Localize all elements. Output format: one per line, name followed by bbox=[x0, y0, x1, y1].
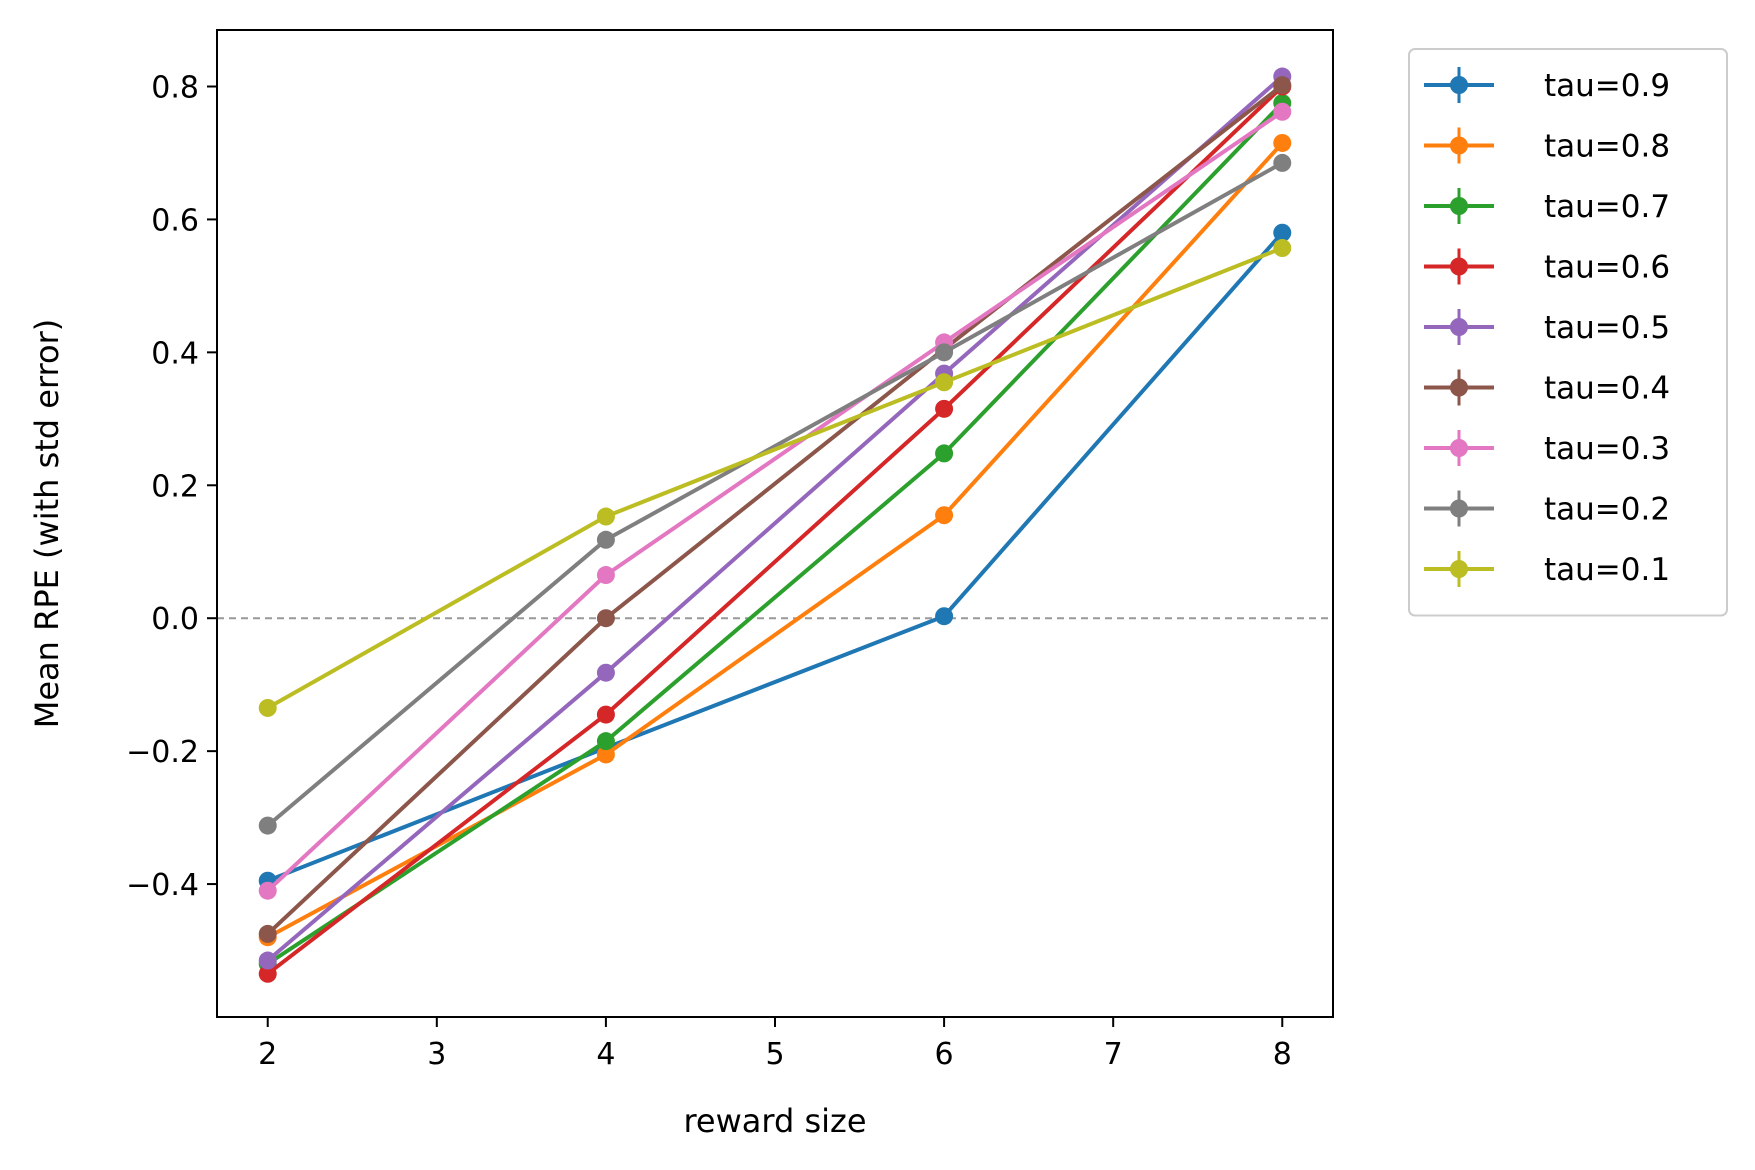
data-point-2-2 bbox=[935, 444, 954, 463]
legend-marker-6 bbox=[1450, 439, 1468, 457]
legend-label-3: tau=0.6 bbox=[1544, 250, 1670, 286]
data-point-1-1 bbox=[596, 745, 615, 764]
legend-box bbox=[1408, 48, 1728, 617]
axes: 2 3 4 5 6 7 8 −0.4 −0.2 0.0 0.2 0.4 0.6 0.8 bbox=[126, 29, 1334, 1072]
data-point-5-0 bbox=[258, 924, 277, 943]
legend-marker-1 bbox=[1450, 136, 1468, 155]
legend-marker-4 bbox=[1450, 318, 1468, 336]
series-line-3 bbox=[266, 85, 1284, 976]
data-point-1-2 bbox=[935, 506, 954, 525]
data-point-8-1 bbox=[596, 507, 615, 526]
legend-marker-0 bbox=[1450, 76, 1468, 94]
legend-label-2: tau=0.7 bbox=[1544, 189, 1670, 225]
x-tick-label-4: 6 bbox=[935, 1037, 954, 1072]
series-line-5 bbox=[266, 83, 1284, 936]
legend-label-7: tau=0.2 bbox=[1544, 492, 1670, 528]
data-point-4-0 bbox=[258, 951, 277, 970]
legend-label-0: tau=0.9 bbox=[1544, 68, 1670, 104]
data-point-5-1 bbox=[596, 609, 615, 628]
series-line-4 bbox=[266, 74, 1284, 963]
y-tick-label-3: 0.2 bbox=[151, 469, 199, 504]
data-point-3-0 bbox=[258, 964, 277, 983]
x-tick-label-3: 5 bbox=[765, 1037, 784, 1072]
data-point-0-2 bbox=[935, 607, 954, 626]
data-point-3-2 bbox=[935, 399, 954, 418]
series-line-6 bbox=[266, 110, 1284, 893]
legend-label-6: tau=0.3 bbox=[1544, 431, 1670, 467]
legend-label-8: tau=0.1 bbox=[1544, 552, 1670, 588]
legend-marker-2 bbox=[1450, 197, 1468, 215]
data-point-8-2 bbox=[935, 373, 954, 392]
y-tick-label-6: 0.8 bbox=[151, 70, 199, 105]
legend-marker-7 bbox=[1450, 499, 1468, 518]
y-tick-label-4: 0.4 bbox=[151, 336, 199, 371]
data-point-0-3 bbox=[1273, 223, 1292, 242]
legend-label-5: tau=0.4 bbox=[1544, 371, 1670, 407]
plot-area bbox=[217, 67, 1333, 983]
series-line-0 bbox=[266, 231, 1284, 883]
x-tick-label-6: 8 bbox=[1273, 1037, 1292, 1072]
data-point-7-0 bbox=[258, 816, 277, 835]
data-point-6-0 bbox=[258, 881, 277, 900]
y-tick-label-0: −0.4 bbox=[126, 868, 199, 903]
data-point-7-2 bbox=[935, 343, 954, 362]
data-point-6-3 bbox=[1273, 102, 1292, 121]
series-line-7 bbox=[266, 161, 1284, 828]
data-point-5-3 bbox=[1273, 76, 1292, 95]
legend: tau=0.9 tau=0.8 tau=0.7 tau=0.6 tau=0.5 tau=0… bbox=[1408, 48, 1728, 617]
data-point-3-1 bbox=[596, 705, 615, 724]
legend-label-1: tau=0.8 bbox=[1544, 129, 1670, 165]
y-tick-label-1: −0.2 bbox=[126, 735, 199, 770]
series-line-2 bbox=[266, 101, 1284, 966]
data-point-6-1 bbox=[596, 566, 615, 585]
legend-marker-5 bbox=[1450, 378, 1468, 397]
y-tick-label-5: 0.6 bbox=[151, 203, 199, 238]
y-tick-label-2: 0.0 bbox=[151, 602, 199, 637]
data-point-7-1 bbox=[596, 530, 615, 549]
x-tick-label-1: 3 bbox=[427, 1037, 446, 1072]
data-point-2-1 bbox=[596, 732, 615, 751]
data-point-4-1 bbox=[596, 663, 615, 682]
legend-label-4: tau=0.5 bbox=[1544, 310, 1670, 346]
series-line-8 bbox=[266, 246, 1284, 710]
data-point-8-3 bbox=[1273, 239, 1292, 258]
x-tick-label-0: 2 bbox=[258, 1037, 277, 1072]
x-tick-label-2: 4 bbox=[596, 1037, 615, 1072]
x-axis-label: reward size bbox=[683, 1102, 866, 1140]
legend-marker-8 bbox=[1450, 560, 1468, 578]
y-axis-label: Mean RPE (with std error) bbox=[28, 319, 66, 728]
legend-marker-3 bbox=[1450, 257, 1468, 276]
data-point-8-0 bbox=[258, 698, 277, 717]
data-point-1-3 bbox=[1273, 133, 1292, 152]
data-point-7-3 bbox=[1273, 153, 1292, 172]
x-tick-label-5: 7 bbox=[1104, 1037, 1123, 1072]
